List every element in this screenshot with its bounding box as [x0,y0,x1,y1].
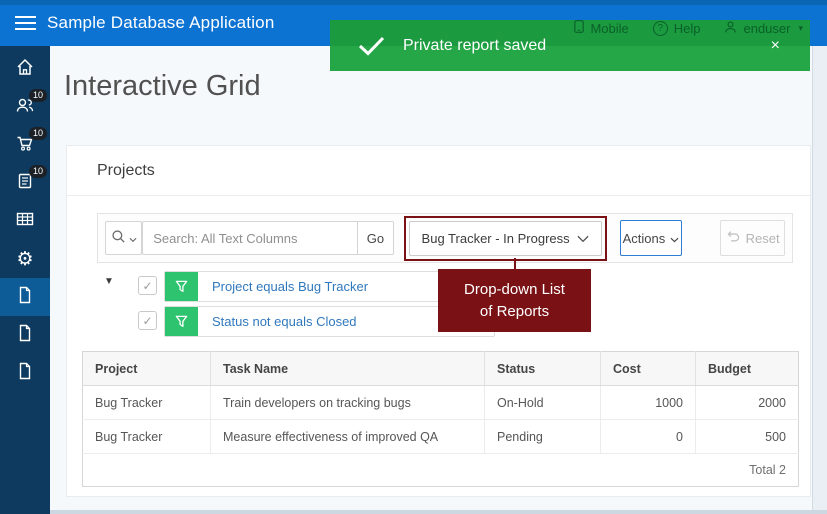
notification-badge: 10 [28,165,47,178]
column-header-cost[interactable]: Cost [600,351,696,386]
sidebar-item-page-active[interactable] [0,278,50,316]
report-selector-highlight: Bug Tracker - In Progress [403,215,607,261]
page-icon [15,285,35,310]
sidebar: 10 10 10 ⚙ [0,46,50,514]
chevron-down-icon [670,231,679,246]
filter-icon-tile [165,272,198,301]
sidebar-item-page[interactable] [0,354,50,392]
person-icon [724,20,737,37]
grid-toolbar: Go Bug Tracker - In Progress Actions [97,213,793,263]
reset-button[interactable]: Reset [720,220,785,256]
cell-project[interactable]: Bug Tracker [82,419,211,454]
chevron-down-icon [577,231,589,246]
interactive-grid-table: Project Task Name Status Cost Budget Bug… [82,351,799,487]
sidebar-item-reports[interactable] [0,202,50,240]
app-title: Sample Database Application [47,13,275,32]
saved-report-value: Bug Tracker - In Progress [421,230,570,246]
actions-label: Actions [622,230,666,246]
cell-budget[interactable]: 500 [695,419,799,454]
cell-cost[interactable]: 0 [600,419,696,454]
notification-badge: 10 [28,127,47,140]
table-icon [15,209,35,234]
collapse-filters-control[interactable]: ▼ [104,276,114,287]
nav-item-help[interactable]: ? Help [652,20,701,36]
table-footer-row: Total 2 [83,454,799,487]
menu-icon[interactable] [15,16,36,30]
row-count-total: Total 2 [749,463,786,477]
gear-icon: ⚙ [16,248,34,270]
cell-project[interactable]: Bug Tracker [82,385,211,420]
saved-report-select[interactable]: Bug Tracker - In Progress [408,220,602,256]
table-row: Bug Tracker Train developers on tracking… [82,385,799,420]
document-icon [15,171,35,196]
column-header-status[interactable]: Status [484,351,601,386]
cell-status[interactable]: On-Hold [484,385,601,420]
nav-item-label: Help [673,20,701,36]
search-icon [111,229,126,247]
cell-budget[interactable]: 2000 [695,385,799,420]
sidebar-item-page[interactable] [0,316,50,354]
reset-icon [726,229,741,247]
phone-icon [574,19,585,37]
reset-label: Reset [745,230,780,246]
table-header-row: Project Task Name Status Cost Budget [82,351,799,386]
column-header-task-name[interactable]: Task Name [210,351,485,386]
nav-item-user-menu[interactable]: enduser ▾ [724,20,803,37]
nav-item-mobile[interactable]: Mobile [574,19,629,37]
sidebar-item-administration[interactable]: ⚙ [0,240,50,278]
filter-checkbox[interactable]: ✓ [138,276,157,295]
check-icon: ✓ [142,313,153,328]
notification-badge: 10 [28,89,47,102]
users-icon [15,95,35,120]
close-icon[interactable]: × [770,36,780,54]
search-options-button[interactable] [105,221,143,255]
annotation-text: Drop-down List [464,280,565,298]
filter-link[interactable]: Status not equals Closed [212,314,357,329]
cell-cost[interactable]: 1000 [600,385,696,420]
page-icon [15,361,35,386]
filter-icon-tile [165,307,198,336]
region-title: Projects [67,146,810,196]
annotation-text: of Reports [479,302,550,320]
page-title: Interactive Grid [64,70,261,102]
chevron-down-icon: ▾ [798,22,803,33]
page-bottom-edge [50,510,827,514]
annotation-connector [514,258,516,271]
toast-message: Private report saved [403,36,547,54]
page-right-gutter [812,46,827,514]
cell-task-name[interactable]: Measure effectiveness of improved QA [210,419,485,454]
sidebar-item-home[interactable] [0,50,50,88]
header-nav: Mobile ? Help enduser ▾ [574,19,803,37]
checkmark-icon [358,36,385,56]
column-header-budget[interactable]: Budget [695,351,799,386]
check-icon: ✓ [142,278,153,293]
column-header-project[interactable]: Project [82,351,211,386]
home-icon [15,57,35,82]
filter-link[interactable]: Project equals Bug Tracker [212,279,369,294]
sidebar-item-orders[interactable]: 10 [0,126,50,164]
table-row: Bug Tracker Measure effectiveness of imp… [82,419,799,454]
search-input[interactable] [142,221,358,255]
cart-icon [15,133,35,158]
filter-checkbox[interactable]: ✓ [138,311,157,330]
actions-button[interactable]: Actions [619,220,683,256]
nav-item-label: Mobile [590,20,629,36]
annotation-callout: Drop-down List of Reports [438,269,591,332]
go-button[interactable]: Go [357,221,394,255]
cell-task-name[interactable]: Train developers on tracking bugs [210,385,485,420]
help-icon: ? [652,20,668,36]
projects-region: Projects Go Bug Tracker - In Progress [66,145,811,497]
chevron-down-icon [129,231,137,246]
nav-item-label: enduser [743,20,791,36]
sidebar-item-customers[interactable]: 10 [0,88,50,126]
page-icon [15,323,35,348]
cell-status[interactable]: Pending [484,419,601,454]
sidebar-item-products[interactable]: 10 [0,164,50,202]
